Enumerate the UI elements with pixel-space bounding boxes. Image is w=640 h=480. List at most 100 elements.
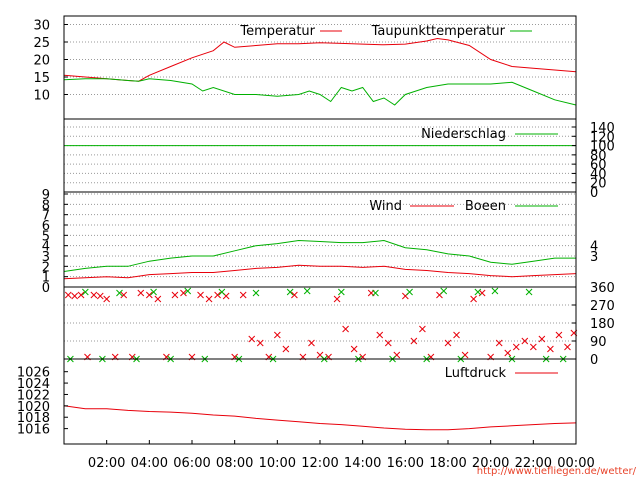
tick-label-pressure: 1026 (17, 366, 50, 381)
grid-layer (64, 24, 576, 342)
series-line-wind (63, 264, 577, 280)
direction-point-gust (150, 288, 157, 296)
direction-point-wind (137, 289, 145, 297)
right-tick-label-wind: 3 (590, 250, 598, 265)
direction-point-wind (154, 295, 162, 303)
tick-label-wind-direction: 0 (590, 353, 598, 368)
x-tick-label: 06:00 (173, 456, 210, 471)
direction-point-gust (337, 288, 345, 296)
direction-point-gust (474, 288, 482, 296)
frame-layer (63, 15, 577, 445)
tick-label-temperature: 20 (33, 54, 50, 69)
tick-label-wind: 5 (42, 229, 50, 244)
direction-point-wind (521, 337, 529, 345)
direction-point-wind (384, 339, 392, 347)
direction-point-gust (286, 288, 294, 296)
direction-point-gust (440, 287, 448, 295)
tick-label-wind: 1 (42, 271, 50, 286)
tick-label-wind: 0 (42, 281, 50, 296)
direction-point-wind (504, 349, 512, 357)
direction-point-wind (180, 289, 187, 297)
tick-label-pressure: 1020 (17, 400, 50, 415)
tick-label-wind: 9 (42, 188, 50, 203)
tick-label-temperature: 10 (33, 89, 50, 104)
direction-point-wind (120, 291, 128, 299)
x-tick-label: 00:00 (557, 456, 594, 471)
x-tick-label: 04:00 (131, 456, 168, 471)
direction-point-gust (303, 287, 311, 295)
direction-point-wind (308, 339, 315, 347)
tick-label-wind-direction: 360 (590, 281, 615, 296)
tick-label-pressure: 1024 (17, 377, 50, 392)
direction-point-gust (491, 287, 499, 295)
direction-point-wind (171, 291, 179, 299)
x-tick-label: 02:00 (88, 456, 125, 471)
direction-point-wind (282, 345, 290, 353)
x-tick-label: 14:00 (344, 456, 381, 471)
tick-label-wind-direction: 270 (590, 299, 615, 314)
direction-point-gust (406, 288, 413, 296)
direction-point-wind (547, 345, 554, 353)
x-tick-label: 10:00 (259, 456, 296, 471)
direction-point-gust (116, 289, 123, 297)
direction-point-gust (372, 289, 379, 297)
direction-point-wind (273, 331, 281, 339)
tick-label-precipitation: 80 (590, 149, 607, 164)
direction-point-wind (376, 331, 384, 339)
legend-label-temperatur: Temperatur (239, 24, 315, 39)
legend-label-wind: Wind (369, 199, 402, 214)
direction-point-wind (512, 343, 520, 351)
direction-point-wind (333, 295, 341, 303)
direction-point-gust (252, 289, 260, 297)
tick-label-wind-direction: 90 (590, 335, 607, 350)
tick-label-pressure: 1018 (17, 411, 50, 426)
direction-point-wind (90, 291, 98, 299)
tick-label-precipitation: 20 (590, 177, 607, 192)
tick-label-precipitation: 100 (590, 140, 615, 155)
series-line-boeen (63, 239, 576, 272)
series-line-luftdruck (63, 405, 577, 431)
tick-label-wind: 7 (42, 209, 50, 224)
x-tick-label: 18:00 (429, 456, 466, 471)
tick-label-temperature: 15 (33, 71, 50, 86)
series-line-taupunkttemperatur (63, 78, 577, 106)
direction-point-wind (96, 292, 104, 300)
tick-label-precipitation: 40 (590, 167, 607, 182)
direction-point-wind (64, 291, 72, 299)
direction-point-wind (350, 345, 358, 353)
tick-label-precipitation: 0 (590, 186, 598, 201)
direction-point-gust (184, 287, 192, 295)
x-tick-label: 08:00 (216, 456, 253, 471)
tick-label-temperature: 25 (33, 36, 50, 51)
direction-point-gust (525, 288, 533, 296)
direction-point-wind (529, 343, 537, 351)
tick-label-precipitation: 60 (590, 158, 607, 173)
direction-point-wind (145, 291, 153, 299)
legend-label-niederschlag: Niederschlag (421, 127, 506, 142)
x-tick-label: 22:00 (515, 456, 552, 471)
x-tick-label: 20:00 (472, 456, 509, 471)
tick-label-pressure: 1022 (17, 388, 50, 403)
direction-point-wind (564, 343, 571, 351)
right-tick-label-wind: 4 (590, 240, 598, 255)
direction-point-wind (410, 337, 418, 345)
direction-point-wind (256, 339, 264, 347)
direction-point-wind (103, 295, 111, 303)
direction-point-wind (248, 335, 256, 343)
series-line-temperatur (63, 37, 577, 82)
direction-point-gust (218, 288, 226, 296)
direction-point-wind (197, 291, 204, 299)
direction-point-wind (453, 331, 460, 339)
legend-label-luftdruck: Luftdruck (445, 366, 507, 381)
direction-point-wind (205, 295, 213, 303)
tick-label-wind-direction: 180 (590, 317, 615, 332)
tick-label-wind: 4 (42, 240, 50, 255)
tick-label-wind: 6 (42, 219, 50, 234)
direction-point-wind (239, 291, 247, 299)
tick-label-wind: 8 (42, 198, 50, 213)
direction-point-wind (291, 291, 298, 299)
credit-link[interactable]: http://www.tiefliegen.de/wetter/ (477, 466, 637, 477)
tick-label-precipitation: 140 (590, 121, 615, 136)
